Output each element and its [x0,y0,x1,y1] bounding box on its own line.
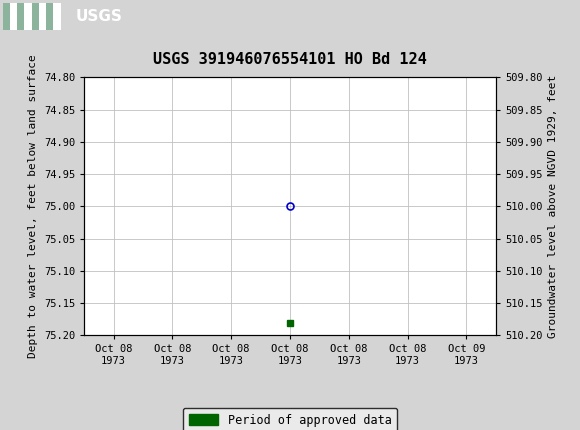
Text: USGS 391946076554101 HO Bd 124: USGS 391946076554101 HO Bd 124 [153,52,427,67]
FancyBboxPatch shape [32,3,39,30]
Legend: Period of approved data: Period of approved data [183,408,397,430]
Text: USGS: USGS [75,9,122,24]
FancyBboxPatch shape [3,3,61,30]
Y-axis label: Groundwater level above NGVD 1929, feet: Groundwater level above NGVD 1929, feet [548,75,558,338]
FancyBboxPatch shape [3,3,10,30]
FancyBboxPatch shape [46,3,53,30]
FancyBboxPatch shape [17,3,24,30]
Y-axis label: Depth to water level, feet below land surface: Depth to water level, feet below land su… [28,55,38,358]
